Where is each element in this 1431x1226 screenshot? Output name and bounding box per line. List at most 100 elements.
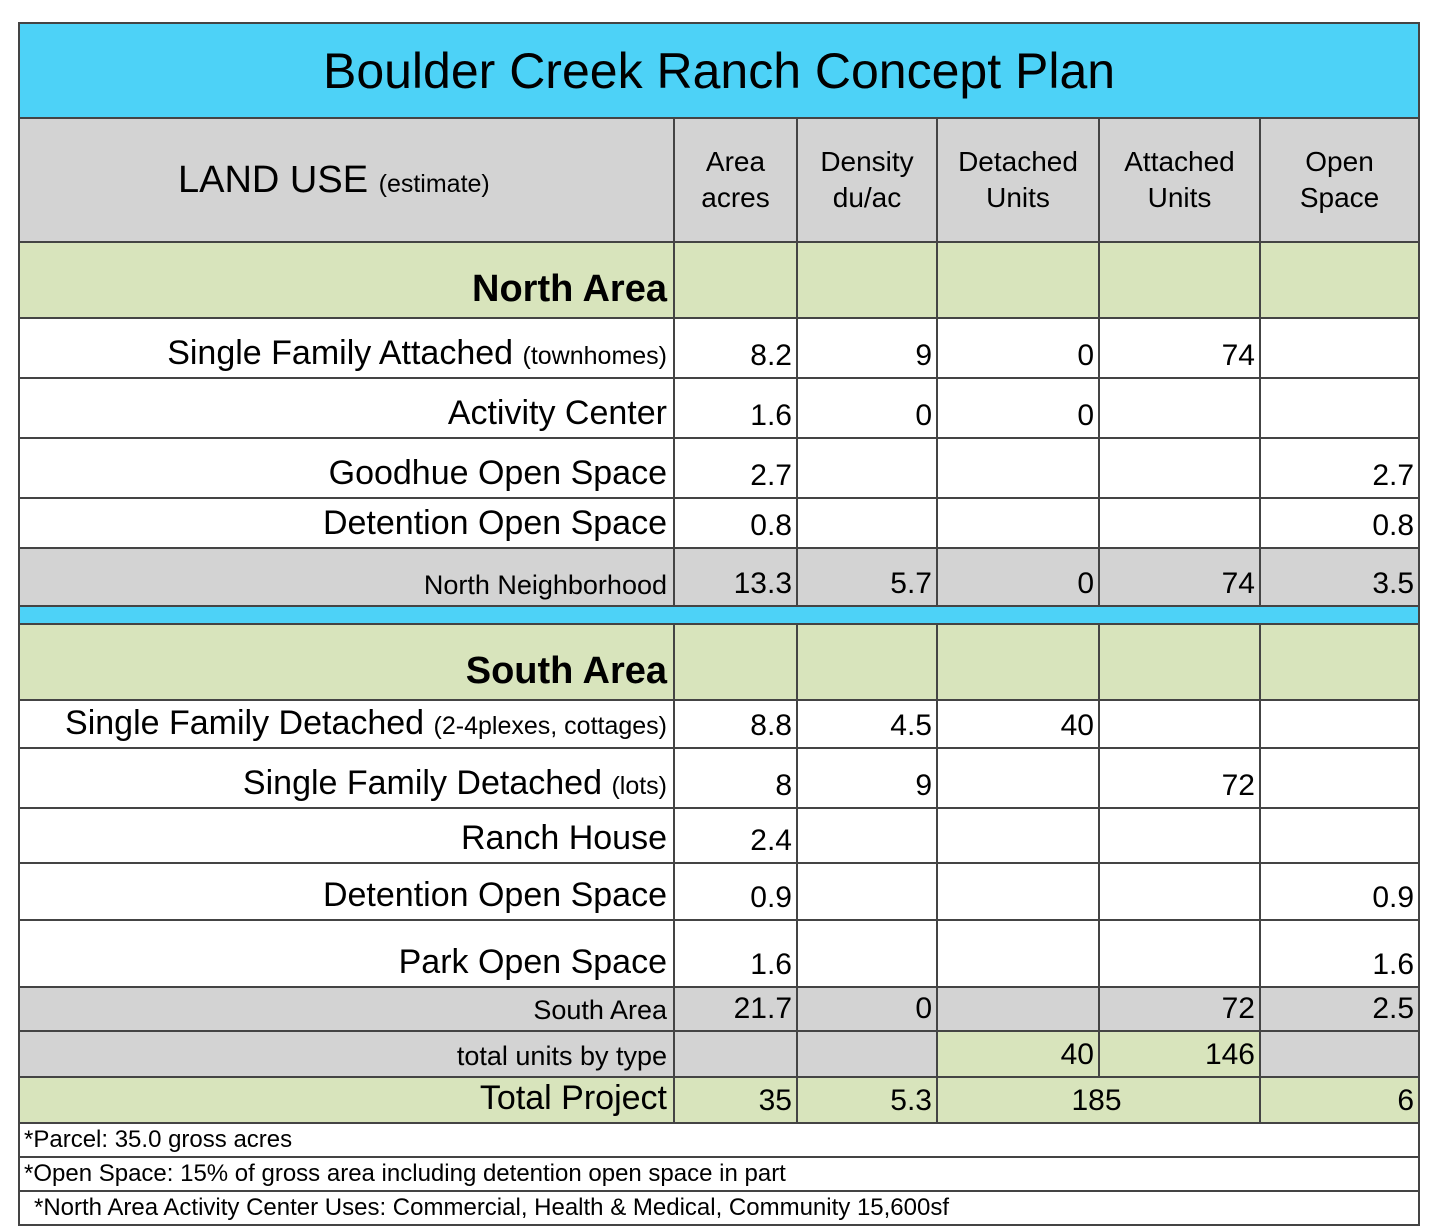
row-label: Activity Center <box>18 377 675 439</box>
attached-column-header: Attached Units <box>1098 117 1261 243</box>
detached-cell <box>936 919 1100 988</box>
north-area-heading: North Area <box>18 241 675 319</box>
south-area-heading: South Area <box>18 623 675 701</box>
detached-cell <box>936 497 1100 549</box>
detached-cell: 0 <box>936 317 1100 379</box>
table-row: Single Family Detached (2-4plexes, cotta… <box>18 699 1421 749</box>
land-use-table-sheet: Boulder Creek Ranch Concept Plan LAND US… <box>17 22 1421 1226</box>
open-space-cell <box>1258 377 1421 439</box>
total-area-cell: 35 <box>673 1076 798 1124</box>
density-cell: 4.5 <box>796 699 938 749</box>
attached-cell: 74 <box>1098 547 1261 607</box>
footnote-row: *Open Space: 15% of gross area including… <box>17 1156 1421 1192</box>
attached-total-cell: 146 <box>1098 1030 1261 1078</box>
attached-cell <box>1098 497 1261 549</box>
row-label: Single Family Detached (2-4plexes, cotta… <box>18 699 675 749</box>
density-header-line1: Density <box>820 146 914 177</box>
open-space-cell: 1.6 <box>1258 919 1421 988</box>
table-row: Detention Open Space 0.9 0.9 <box>18 862 1421 921</box>
attached-header-line2: Units <box>1147 182 1212 213</box>
total-open-space-cell: 6 <box>1258 1076 1421 1124</box>
row-label-note: (lots) <box>611 772 667 800</box>
detached-cell <box>936 747 1100 809</box>
attached-cell <box>1098 377 1261 439</box>
density-cell: 9 <box>796 317 938 379</box>
north-area-heading-row: North Area <box>18 241 1421 319</box>
row-label: Single Family Attached (townhomes) <box>18 317 675 379</box>
open-header-line2: Space <box>1299 182 1380 213</box>
detached-cell <box>936 807 1100 864</box>
south-area-heading-row: South Area <box>18 623 1421 701</box>
title-row: Boulder Creek Ranch Concept Plan <box>17 22 1421 119</box>
attached-cell: 74 <box>1098 317 1261 379</box>
total-project-row: Total Project 35 5.3 185 6 <box>18 1076 1421 1124</box>
detached-cell <box>936 437 1100 499</box>
land-use-header: LAND USE (estimate) <box>18 117 675 243</box>
area-cell: 8 <box>673 747 798 809</box>
open-space-cell: 0.8 <box>1258 497 1421 549</box>
attached-cell <box>1098 919 1261 988</box>
attached-cell: 72 <box>1098 747 1261 809</box>
density-cell <box>796 862 938 921</box>
density-cell <box>796 497 938 549</box>
density-cell: 9 <box>796 747 938 809</box>
density-header-line2: du/ac <box>832 182 902 213</box>
open-space-cell <box>1258 699 1421 749</box>
total-units-cell: 185 <box>936 1076 1261 1124</box>
open-space-cell: 0.9 <box>1258 862 1421 921</box>
row-label: Detention Open Space <box>18 497 675 549</box>
table-row: Ranch House 2.4 <box>18 807 1421 864</box>
area-cell: 8.2 <box>673 317 798 379</box>
units-by-type-row: total units by type 40 146 <box>18 1030 1421 1078</box>
density-cell <box>796 919 938 988</box>
row-label-text: Single Family Detached <box>242 764 602 802</box>
row-label: Detention Open Space <box>18 862 675 921</box>
area-cell: 1.6 <box>673 919 798 988</box>
attached-cell <box>1098 437 1261 499</box>
detached-cell: 0 <box>936 547 1100 607</box>
row-label: Single Family Detached (lots) <box>18 747 675 809</box>
detached-cell: 0 <box>936 377 1100 439</box>
area-cell: 2.4 <box>673 807 798 864</box>
open-space-column-header: Open Space <box>1258 117 1421 243</box>
north-subtotal-row: North Neighborhood 13.3 5.7 0 74 3.5 <box>18 547 1421 607</box>
attached-cell <box>1098 807 1261 864</box>
table-row: Goodhue Open Space 2.7 2.7 <box>18 437 1421 499</box>
detached-total-cell: 40 <box>936 1030 1100 1078</box>
attached-cell: 72 <box>1098 986 1261 1032</box>
area-cell: 13.3 <box>673 547 798 607</box>
footnote-open-space: *Open Space: 15% of gross area including… <box>17 1156 1421 1192</box>
area-cell: 2.7 <box>673 437 798 499</box>
land-use-note: (estimate) <box>378 169 490 198</box>
area-column-header: Area acres <box>673 117 798 243</box>
open-space-cell <box>1258 747 1421 809</box>
area-cell: 0.8 <box>673 497 798 549</box>
density-cell <box>796 437 938 499</box>
open-space-cell: 3.5 <box>1258 547 1421 607</box>
land-use-table: Boulder Creek Ranch Concept Plan LAND US… <box>17 22 1421 1226</box>
table-row: Activity Center 1.6 0 0 <box>18 377 1421 439</box>
detached-cell: 40 <box>936 699 1100 749</box>
density-column-header: Density du/ac <box>796 117 938 243</box>
row-label: Goodhue Open Space <box>18 437 675 499</box>
density-cell <box>796 807 938 864</box>
row-label: Ranch House <box>18 807 675 864</box>
detached-column-header: Detached Units <box>936 117 1100 243</box>
footnote-row: *Parcel: 35.0 gross acres <box>17 1122 1421 1158</box>
row-label-note: (2-4plexes, cottages) <box>433 712 667 740</box>
open-space-cell: 2.7 <box>1258 437 1421 499</box>
table-row: Park Open Space 1.6 1.6 <box>18 919 1421 988</box>
detached-cell <box>936 862 1100 921</box>
detached-header-line2: Units <box>986 182 1050 213</box>
open-space-cell: 2.5 <box>1258 986 1421 1032</box>
row-label: Park Open Space <box>18 919 675 988</box>
open-header-line1: Open <box>1305 146 1374 177</box>
south-subtotal-row: South Area 21.7 0 72 2.5 <box>18 986 1421 1032</box>
land-use-label: LAND USE <box>178 158 369 201</box>
area-cell: 0.9 <box>673 862 798 921</box>
open-space-cell <box>1258 317 1421 379</box>
total-project-label: Total Project <box>18 1076 675 1124</box>
units-by-type-label: total units by type <box>18 1030 675 1078</box>
density-cell: 0 <box>796 377 938 439</box>
table-row: Detention Open Space 0.8 0.8 <box>18 497 1421 549</box>
